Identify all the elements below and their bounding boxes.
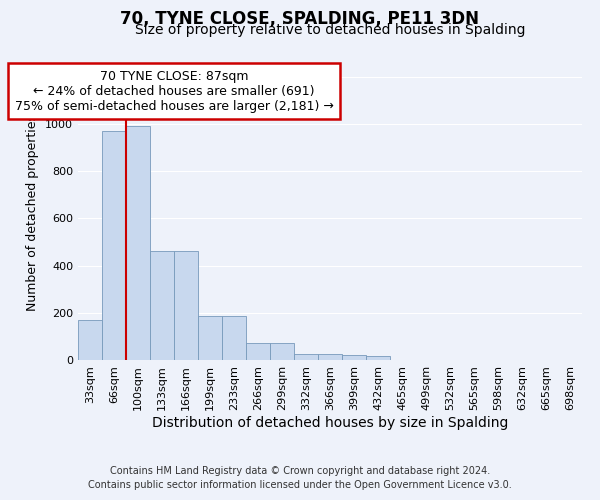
Bar [294, 354, 318, 360]
Bar [126, 126, 150, 360]
Text: 70 TYNE CLOSE: 87sqm
← 24% of detached houses are smaller (691)
75% of semi-deta: 70 TYNE CLOSE: 87sqm ← 24% of detached h… [14, 70, 334, 112]
Bar [270, 344, 294, 360]
Bar [78, 320, 102, 360]
Y-axis label: Number of detached properties: Number of detached properties [26, 114, 40, 311]
Text: 70, TYNE CLOSE, SPALDING, PE11 3DN: 70, TYNE CLOSE, SPALDING, PE11 3DN [121, 10, 479, 28]
X-axis label: Distribution of detached houses by size in Spalding: Distribution of detached houses by size … [152, 416, 508, 430]
Bar [198, 316, 222, 360]
Bar [342, 356, 366, 360]
Text: Contains HM Land Registry data © Crown copyright and database right 2024.
Contai: Contains HM Land Registry data © Crown c… [88, 466, 512, 490]
Bar [366, 356, 390, 360]
Bar [318, 354, 342, 360]
Bar [150, 252, 174, 360]
Bar [174, 252, 198, 360]
Bar [222, 316, 246, 360]
Bar [246, 344, 270, 360]
Title: Size of property relative to detached houses in Spalding: Size of property relative to detached ho… [135, 24, 525, 38]
Bar [102, 131, 126, 360]
